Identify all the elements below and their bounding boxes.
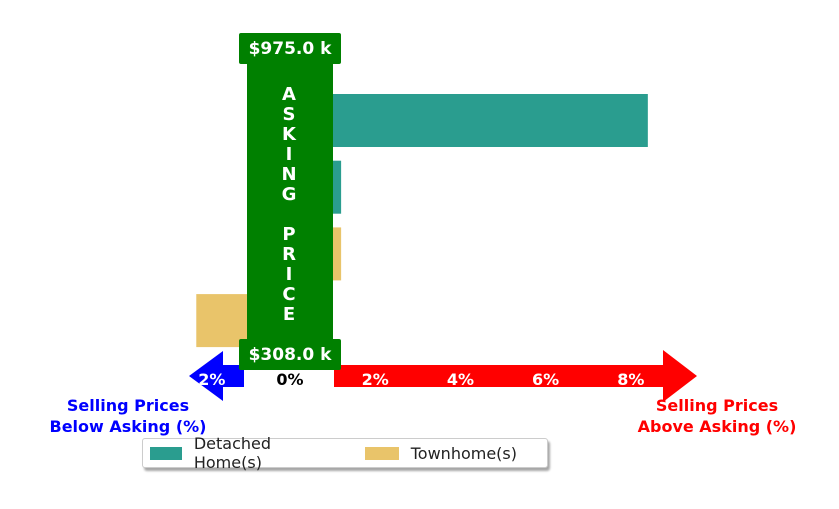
x-tick-label-4: 4% bbox=[447, 370, 474, 389]
asking-price-low-label: $308.0 k bbox=[249, 345, 333, 365]
above-asking-arrow bbox=[334, 350, 697, 402]
below-asking-label-line1: Selling Prices bbox=[67, 396, 189, 415]
asking-price-high-label: $975.0 k bbox=[249, 39, 333, 59]
asking-letter-2: S bbox=[283, 104, 296, 125]
asking-letter-4: I bbox=[286, 144, 293, 165]
asking-price-high-badge bbox=[239, 33, 341, 64]
asking-letter-11: C bbox=[282, 284, 295, 305]
above-asking-label-line2: Above Asking (%) bbox=[638, 417, 797, 436]
asking-letter-1: A bbox=[282, 84, 296, 105]
legend-item-detached: Detached Home(s) bbox=[150, 434, 335, 472]
x-tick-label-3: 2% bbox=[362, 370, 389, 389]
legend-swatch-townhome bbox=[364, 446, 399, 460]
legend: Detached Home(s) Townhome(s) bbox=[142, 434, 548, 472]
asking-letter-3: K bbox=[282, 124, 297, 145]
above-asking-label-line1: Selling Prices bbox=[656, 396, 778, 415]
legend-label-townhome: Townhome(s) bbox=[410, 443, 517, 463]
x-tick-labels: 2% 0% 2% 4% 6% 8% bbox=[198, 370, 644, 389]
asking-letter-10: I bbox=[286, 264, 293, 285]
asking-letter-6: G bbox=[282, 184, 297, 205]
x-tick-label-2: 0% bbox=[276, 370, 303, 389]
asking-letter-5: N bbox=[281, 164, 296, 185]
asking-letter-9: R bbox=[282, 244, 296, 265]
below-asking-arrow bbox=[189, 351, 244, 401]
x-tick-label-5: 6% bbox=[532, 370, 559, 389]
asking-price-column bbox=[247, 52, 333, 348]
asking-price-low-badge bbox=[239, 339, 341, 370]
asking-letter-12: E bbox=[283, 304, 295, 325]
bar-1 bbox=[290, 94, 648, 147]
x-tick-label-6: 8% bbox=[617, 370, 644, 389]
x-tick-label-1: 2% bbox=[198, 370, 225, 389]
asking-letter-8: P bbox=[282, 224, 295, 245]
legend-label-detached: Detached Home(s) bbox=[193, 434, 272, 472]
legend-item-townhome: Townhome(s) bbox=[364, 443, 517, 463]
legend-swatch-detached bbox=[150, 446, 182, 460]
below-asking-label-line2: Below Asking (%) bbox=[50, 417, 207, 436]
